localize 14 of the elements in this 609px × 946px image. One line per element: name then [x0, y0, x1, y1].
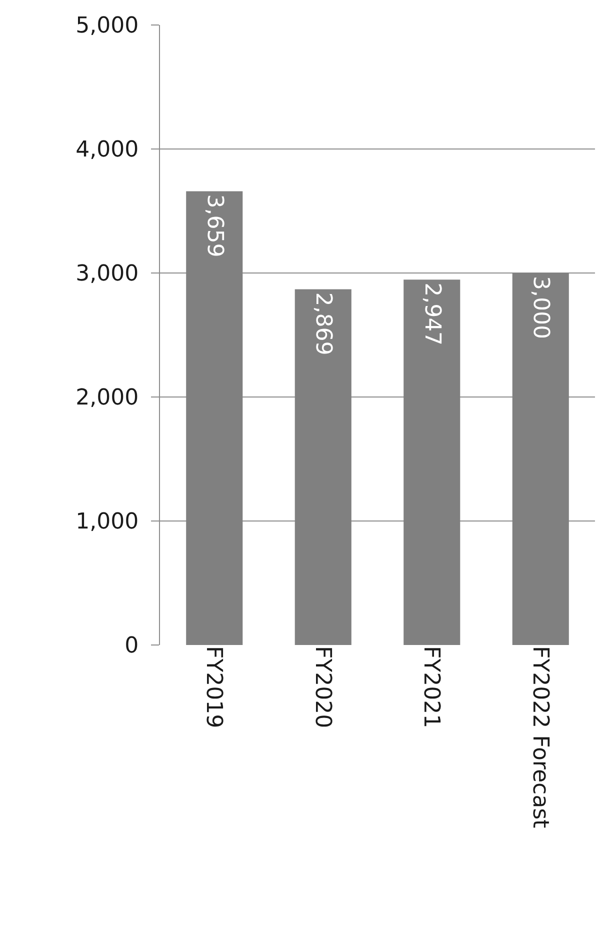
data-label: 2,869 [310, 292, 336, 356]
y-tick-label: 3,000 [76, 262, 139, 287]
y-tick-label: 0 [124, 634, 139, 659]
data-label: 3,659 [202, 194, 227, 258]
x-tick-label: FY2019 [201, 646, 226, 728]
data-label: 3,000 [528, 276, 554, 339]
y-tick-label: 1,000 [76, 510, 139, 535]
x-tick-label: FY2020 [310, 646, 335, 728]
y-tick-label: 2,000 [76, 386, 139, 411]
y-tick-label: 5,000 [76, 14, 139, 39]
y-tick-label: 4,000 [76, 138, 139, 163]
data-label: 2,947 [419, 282, 444, 346]
x-tick-label: FY2022 Forecast [527, 646, 552, 829]
x-tick-label: FY2021 [418, 646, 444, 728]
